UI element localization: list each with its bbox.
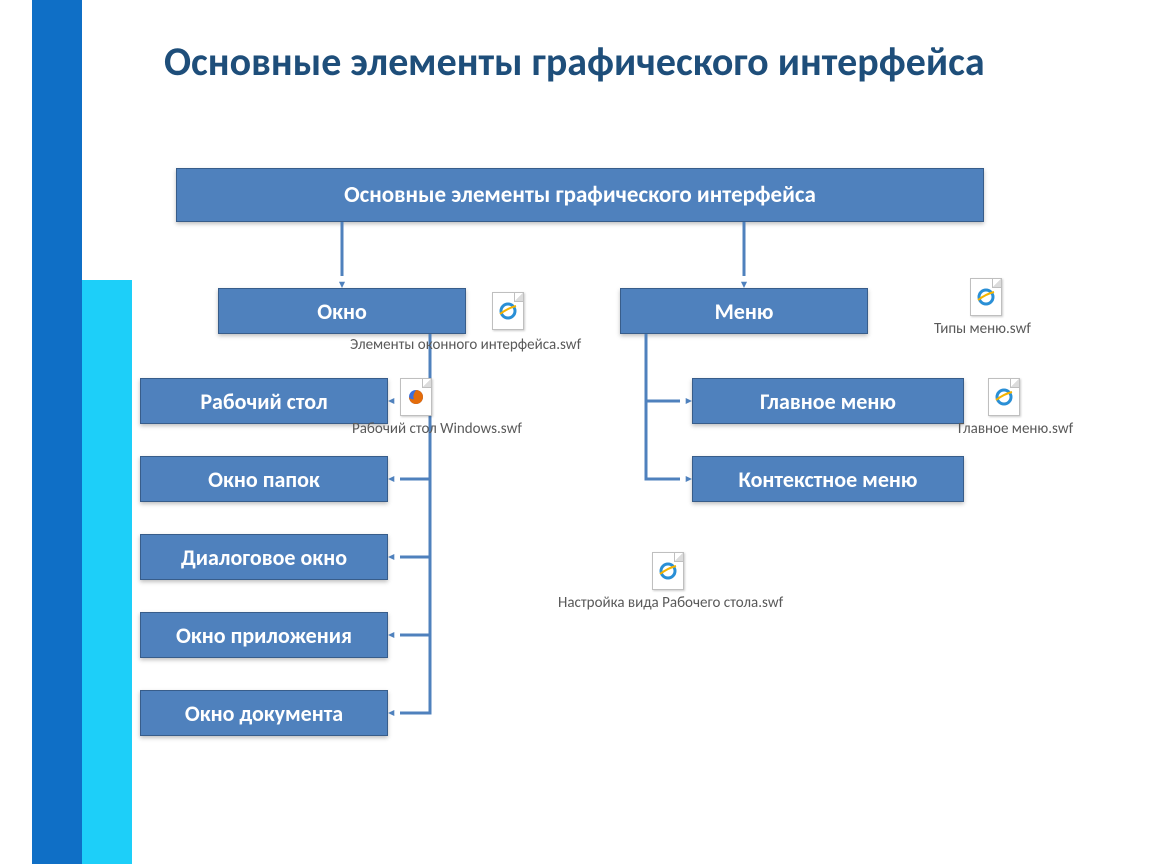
node-label: Меню — [715, 298, 774, 325]
node-o4: Окно приложения — [140, 612, 388, 658]
ie-icon — [976, 287, 996, 307]
node-okno: Окно — [218, 288, 466, 334]
ie-icon — [994, 387, 1014, 407]
sidebar-stripe-light — [82, 280, 132, 864]
node-label: Главное меню — [760, 388, 896, 415]
slide-canvas: Основные элементы графического интерфейс… — [0, 0, 1150, 864]
ie-icon — [658, 561, 678, 581]
node-menu: Меню — [620, 288, 868, 334]
file-caption-f3: Типы меню.swf — [934, 320, 1031, 338]
firefox-icon — [406, 387, 426, 407]
node-label: Окно папок — [208, 466, 320, 493]
node-label: Диалоговое окно — [181, 544, 347, 571]
sidebar-stripe-dark — [32, 0, 82, 864]
file-icon-f3[interactable] — [970, 278, 1002, 316]
node-label: Окно — [317, 298, 367, 325]
file-caption-f5: Настройка вида Рабочего стола.swf — [558, 594, 783, 612]
slide-title: Основные элементы графического интерфейс… — [164, 40, 1104, 85]
node-label: Окно документа — [185, 700, 343, 727]
file-caption-f4: Главное меню.swf — [958, 420, 1073, 438]
node-o5: Окно документа — [140, 690, 388, 736]
node-o2: Окно папок — [140, 456, 388, 502]
file-caption-f2: Рабочий стол Windows.swf — [352, 420, 522, 438]
file-icon-f1[interactable] — [492, 292, 524, 330]
node-label: Рабочий стол — [200, 388, 327, 415]
node-label: Контекстное меню — [739, 466, 918, 493]
node-label: Основные элементы графического интерфейс… — [344, 181, 816, 209]
node-root: Основные элементы графического интерфейс… — [176, 168, 984, 222]
file-caption-f1: Элементы оконного интерфейса.swf — [350, 336, 581, 354]
file-icon-f2[interactable] — [400, 378, 432, 416]
file-icon-f5[interactable] — [652, 552, 684, 590]
node-m2: Контекстное меню — [692, 456, 964, 502]
node-label: Окно приложения — [176, 622, 352, 649]
ie-icon — [498, 301, 518, 321]
node-o1: Рабочий стол — [140, 378, 388, 424]
file-icon-f4[interactable] — [988, 378, 1020, 416]
node-o3: Диалоговое окно — [140, 534, 388, 580]
node-m1: Главное меню — [692, 378, 964, 424]
